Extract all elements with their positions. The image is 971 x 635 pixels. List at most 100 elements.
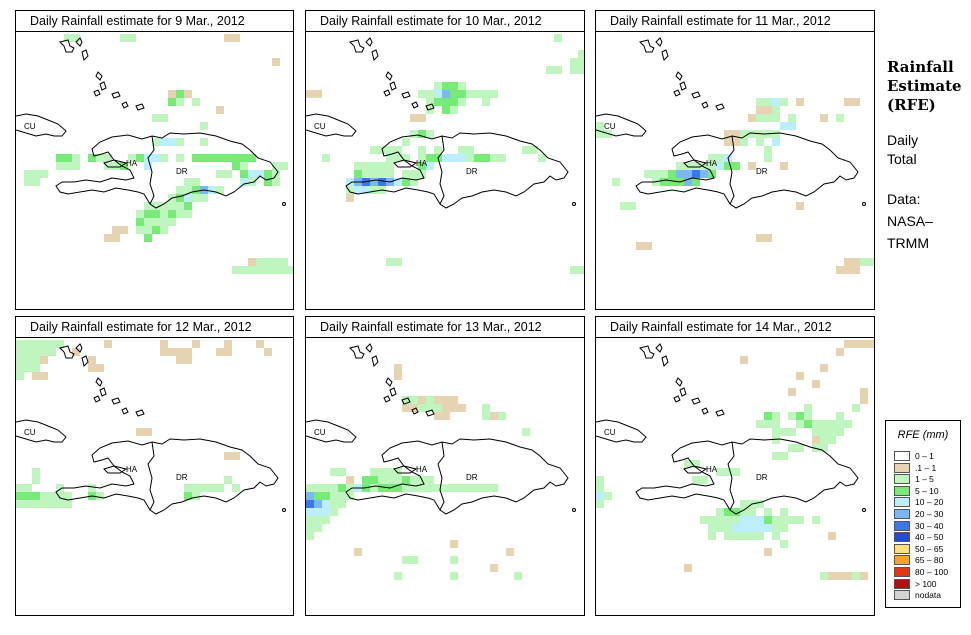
rainfall-cell bbox=[450, 154, 458, 162]
rainfall-cell bbox=[200, 138, 208, 146]
rainfall-cell bbox=[708, 532, 716, 540]
rainfall-cell bbox=[232, 484, 240, 492]
rainfall-cell bbox=[796, 420, 804, 428]
rainfall-cell bbox=[176, 186, 184, 194]
cuba-coastline bbox=[16, 113, 67, 137]
map-canvas: CU HA DR bbox=[306, 34, 584, 274]
rainfall-cell bbox=[756, 500, 764, 508]
bahamas-island-coastline bbox=[389, 387, 397, 397]
rainfall-cell bbox=[104, 154, 112, 162]
rainfall-cell bbox=[330, 468, 338, 476]
rainfall-cell bbox=[700, 162, 708, 170]
bahamas-island-coastline bbox=[81, 355, 89, 367]
rainfall-cell bbox=[264, 258, 272, 266]
bahamas-island-coastline bbox=[639, 345, 655, 359]
rainfall-cell bbox=[490, 564, 498, 572]
rainfall-cell bbox=[660, 170, 668, 178]
rainfall-cell bbox=[844, 420, 852, 428]
rainfall-cell bbox=[16, 484, 24, 492]
rainfall-cell bbox=[410, 404, 418, 412]
rainfall-cell bbox=[184, 186, 192, 194]
rainfall-cell bbox=[692, 460, 700, 468]
rainfall-cell bbox=[482, 404, 490, 412]
rainfall-cell bbox=[160, 340, 168, 348]
rainfall-cell bbox=[490, 412, 498, 420]
rainfall-cell bbox=[104, 234, 112, 242]
rainfall-cell bbox=[306, 516, 314, 524]
rainfall-cell bbox=[386, 146, 394, 154]
bahamas-island-coastline bbox=[349, 39, 365, 53]
label-dominican-republic: DR bbox=[176, 473, 188, 482]
legend-swatch bbox=[894, 509, 910, 519]
rainfall-cell bbox=[820, 444, 828, 452]
legend-swatch bbox=[894, 497, 910, 508]
rainfall-cell bbox=[458, 404, 466, 412]
side-source: Data: NASA– TRMM bbox=[887, 190, 933, 253]
rainfall-cell bbox=[554, 34, 562, 42]
rainfall-cell bbox=[852, 258, 860, 266]
bahamas-island-coastline bbox=[93, 89, 101, 97]
rainfall-cell bbox=[192, 178, 200, 186]
legend-label: 80 – 100 bbox=[915, 567, 949, 577]
hispaniola-coastline bbox=[55, 132, 279, 209]
rainfall-cell bbox=[24, 484, 32, 492]
rainfall-cell bbox=[434, 396, 442, 404]
rainfall-cell bbox=[168, 98, 176, 106]
rainfall-cell bbox=[716, 154, 724, 162]
rainfall-cell bbox=[724, 468, 732, 476]
rainfall-cell bbox=[772, 516, 780, 524]
rainfall-cell bbox=[48, 500, 56, 508]
rainfall-cell bbox=[394, 146, 402, 154]
rainfall-cell bbox=[240, 162, 248, 170]
rainfall-cell bbox=[434, 484, 442, 492]
map-canvas: CU HA DR bbox=[596, 37, 874, 274]
rainfall-cell bbox=[192, 340, 200, 348]
rainfall-cell bbox=[828, 572, 836, 580]
legend-label: 50 – 65 bbox=[915, 543, 944, 554]
label-dominican-republic: DR bbox=[756, 167, 768, 176]
rainfall-cell bbox=[144, 234, 152, 242]
legend-item: 10 – 20 bbox=[894, 497, 943, 508]
rainfall-cell bbox=[232, 266, 240, 274]
legend-item: .1 – 1 bbox=[894, 462, 936, 474]
rainfall-cell bbox=[724, 532, 732, 540]
rainfall-cell bbox=[418, 90, 426, 98]
rainfall-cell bbox=[208, 154, 216, 162]
gonave-coastline bbox=[683, 159, 708, 168]
rainfall-cell bbox=[788, 388, 796, 396]
bahamas-island-coastline bbox=[385, 71, 393, 81]
rainfall-cell bbox=[692, 476, 700, 484]
rainfall-cell bbox=[224, 34, 232, 42]
rainfall-cell bbox=[450, 484, 458, 492]
bahamas-island-coastline bbox=[111, 91, 121, 99]
rainfall-cell bbox=[764, 146, 772, 154]
rainfall-cell bbox=[402, 154, 410, 162]
rainfall-cell bbox=[16, 364, 24, 372]
rainfall-cell bbox=[378, 468, 386, 476]
legend-swatch bbox=[894, 520, 910, 531]
rainfall-cell bbox=[466, 154, 474, 162]
bahamas-island-coastline bbox=[411, 101, 419, 109]
rainfall-cell bbox=[596, 122, 604, 130]
rainfall-cell bbox=[346, 492, 354, 500]
rainfall-cell bbox=[716, 524, 724, 532]
rainfall-cell bbox=[418, 484, 426, 492]
map-canvas: CU HA DR bbox=[596, 340, 874, 580]
rainfall-cell bbox=[652, 170, 660, 178]
rainfall-cell bbox=[346, 178, 354, 186]
rainfall-cell bbox=[852, 404, 860, 412]
rainfall-cell bbox=[24, 340, 32, 348]
rainfall-cell bbox=[724, 516, 732, 524]
rainfall-cell bbox=[224, 348, 232, 356]
rainfall-cell bbox=[426, 98, 434, 106]
bahamas-island-coastline bbox=[425, 103, 435, 111]
rainfall-cell bbox=[772, 420, 780, 428]
rainfall-cell bbox=[322, 484, 330, 492]
rainfall-cell bbox=[168, 218, 176, 226]
rainfall-cell bbox=[764, 516, 772, 524]
rainfall-cell bbox=[386, 476, 394, 484]
rainfall-cell bbox=[224, 476, 232, 484]
rainfall-cell bbox=[434, 98, 442, 106]
rainfall-cell bbox=[426, 484, 434, 492]
